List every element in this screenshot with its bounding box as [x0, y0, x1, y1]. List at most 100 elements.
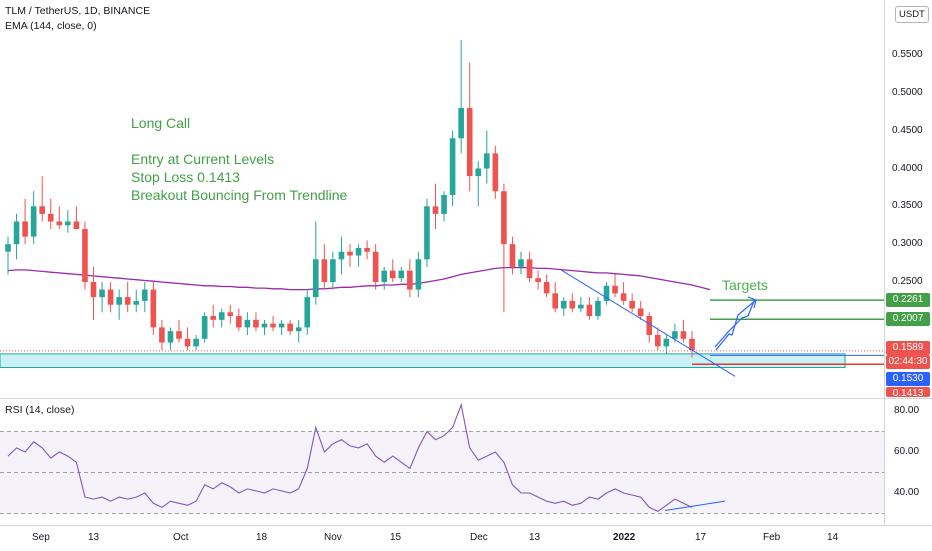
candle-body	[355, 247, 362, 256]
price-tick-label: 0.2500	[892, 276, 923, 287]
pane-separator[interactable]	[0, 398, 932, 399]
candle-body	[201, 316, 208, 339]
candle-body	[612, 285, 618, 294]
time-axis[interactable]	[0, 525, 932, 551]
annotation-targets: Targets	[722, 277, 768, 293]
candle-body	[210, 316, 216, 320]
candle-body	[218, 312, 225, 320]
price-badge: 0.2261	[886, 293, 930, 307]
price-axis[interactable]	[884, 0, 932, 398]
candle-body	[22, 221, 28, 237]
candle-body	[509, 244, 516, 267]
projection-arrow	[715, 299, 757, 351]
price-tick-label: 0.3500	[892, 200, 923, 212]
rsi-legend[interactable]: RSI (14, close)	[5, 404, 75, 416]
candle-body	[227, 312, 234, 317]
candle-body	[398, 270, 405, 279]
time-label: Sep	[32, 532, 50, 543]
candle-body	[150, 289, 157, 328]
rsi-line	[7, 402, 693, 513]
annotation-long-call: Long Call	[131, 115, 191, 131]
candle-body	[655, 334, 661, 347]
candle-body	[552, 293, 558, 309]
currency-button[interactable]: USDT	[895, 6, 929, 23]
candle-body	[689, 338, 695, 351]
time-label: Dec	[470, 532, 488, 543]
candle-body	[142, 289, 148, 301]
candle-body	[124, 297, 131, 305]
candle-body	[90, 282, 97, 298]
descending-trendline	[561, 269, 736, 377]
annotation-breakout: Breakout Bouncing From Trendline	[131, 187, 348, 203]
candle-body	[458, 107, 464, 139]
candle-body	[56, 221, 63, 226]
candle-body	[646, 316, 653, 335]
ema-line-tail	[691, 284, 711, 291]
rsi-pane[interactable]	[0, 399, 884, 525]
candle-body	[82, 229, 88, 282]
candle-body	[99, 289, 105, 298]
candle-body	[424, 206, 430, 260]
candle-body	[13, 221, 20, 245]
price-tick-label: 0.3000	[892, 238, 923, 250]
candle-body	[65, 221, 71, 226]
candle-body	[30, 206, 37, 237]
candle-body	[586, 304, 593, 317]
price-tick-label: 0.4000	[892, 162, 923, 174]
candle-body	[159, 327, 165, 343]
time-label: 2022	[613, 532, 636, 543]
candle-body	[389, 270, 396, 279]
candle-body	[330, 259, 336, 282]
time-label: 18	[256, 532, 268, 543]
ema-legend[interactable]: EMA (144, close, 0)	[5, 20, 97, 32]
rsi-axis[interactable]	[884, 399, 932, 525]
trade-annotation: Long Call Entry at Current Levels Stop L…	[131, 114, 347, 204]
candle-body	[253, 319, 259, 328]
candle-body	[347, 251, 353, 256]
time-label: 17	[695, 532, 707, 543]
candle-body	[526, 259, 533, 279]
main-legend: TLM / TetherUS, 1D, BINANCE EMA (144, cl…	[5, 4, 150, 34]
candle-body	[492, 153, 499, 192]
candle-body	[295, 327, 302, 332]
ema-line	[7, 266, 693, 291]
candle-body	[244, 319, 251, 328]
rsi-tick-label: 40.00	[894, 487, 920, 498]
candle-body	[484, 153, 490, 169]
rsi-trendline	[664, 500, 726, 511]
time-label: 13	[88, 532, 100, 543]
candle-body	[535, 278, 541, 282]
candle-body	[475, 168, 482, 177]
candle-body	[432, 206, 439, 214]
candle-body	[603, 285, 610, 301]
candle-body	[338, 251, 345, 260]
rsi-tick-label: 80.00	[894, 405, 920, 416]
candle-body	[518, 259, 524, 267]
candle-body	[578, 304, 584, 309]
candle-body	[278, 323, 285, 328]
time-label: 15	[390, 532, 402, 543]
time-label: 14	[827, 532, 839, 543]
price-badge: 02:44:30	[886, 355, 930, 369]
candle-body	[47, 213, 54, 222]
rsi-tick-label: 60.00	[894, 446, 920, 457]
candle-body	[569, 300, 576, 309]
symbol-title[interactable]: TLM / TetherUS, 1D, BINANCE	[5, 5, 151, 17]
candle-body	[415, 259, 422, 290]
candle-body	[637, 308, 644, 317]
candle-body	[321, 259, 328, 282]
candle-body	[501, 191, 507, 245]
candle-body	[236, 316, 242, 328]
candle-body	[629, 300, 635, 309]
annotation-stop: Stop Loss 0.1413	[131, 169, 240, 185]
time-label: Feb	[763, 532, 781, 543]
candle-body	[176, 331, 182, 339]
candle-body	[73, 221, 80, 230]
price-tick-label: 0.5500	[892, 49, 923, 60]
candle-body	[663, 338, 670, 347]
price-tick-label: 0.5000	[892, 86, 923, 98]
time-label: Oct	[173, 532, 189, 543]
candle-body	[313, 259, 319, 298]
candle-body	[620, 293, 627, 301]
